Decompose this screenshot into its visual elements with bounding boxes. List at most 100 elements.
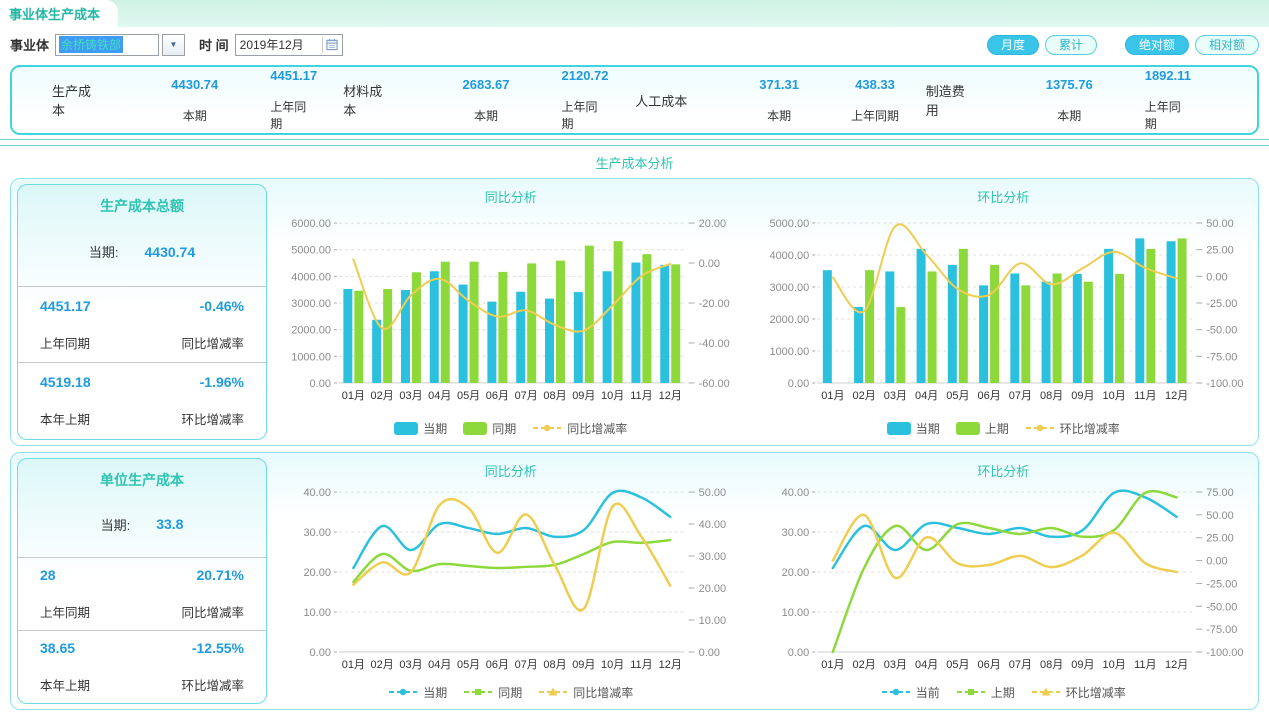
svg-text:-75.00: -75.00: [1206, 624, 1237, 636]
svg-text:30.00: 30.00: [781, 527, 809, 539]
legend-item[interactable]: 当前: [881, 684, 940, 701]
cumulative-button[interactable]: 累计: [1044, 34, 1097, 55]
total-cost-yoy-section: 同比分析 6000.00 5000.00 4000.00 3000.00 2000.00…: [277, 184, 745, 440]
business-unit-dropdown-button[interactable]: ▼: [162, 33, 186, 56]
svg-text:07月: 07月: [515, 659, 538, 671]
svg-text:10月: 10月: [601, 390, 624, 402]
svg-text:50.00: 50.00: [1206, 218, 1234, 230]
legend-item[interactable]: 上期: [955, 420, 1009, 437]
svg-text:06月: 06月: [977, 659, 1000, 671]
svg-text:-25.00: -25.00: [1206, 578, 1237, 590]
svg-text:0.00: 0.00: [1206, 271, 1227, 283]
svg-text:10.00: 10.00: [699, 615, 727, 627]
svg-text:05月: 05月: [457, 659, 480, 671]
summary-group-material-cost: 材料成本 2683.67 本期 2120.72 上年同期: [343, 68, 634, 132]
svg-text:0.00: 0.00: [699, 258, 720, 270]
chart-title: 环比分析: [977, 464, 1030, 479]
svg-text:09月: 09月: [572, 659, 595, 671]
chart-title: 同比分析: [484, 190, 537, 205]
svg-text:09月: 09月: [1071, 659, 1094, 671]
legend-swatch: [464, 689, 493, 695]
legend-swatch: [539, 687, 568, 696]
svg-text:10月: 10月: [1102, 390, 1125, 402]
svg-text:01月: 01月: [342, 390, 365, 402]
mom-row: 38.65 -12.55% 本年上期 环比增减率: [18, 631, 266, 703]
legend-item[interactable]: 环比增减率: [1031, 684, 1126, 701]
svg-text:08月: 08月: [1040, 390, 1063, 402]
svg-text:05月: 05月: [946, 659, 969, 671]
chart-legend: 当前 上期 环比增减率: [755, 680, 1252, 704]
legend-item[interactable]: 环比增减率: [1025, 420, 1120, 437]
summary-group-labor-cost: 人工成本 371.31 本期 438.33 上年同期: [635, 77, 926, 124]
legend-swatch: [533, 424, 562, 432]
svg-text:03月: 03月: [883, 390, 906, 402]
svg-text:09月: 09月: [1071, 390, 1094, 402]
legend-label: 同期: [498, 685, 523, 700]
unit-cost-panel: 单位生产成本 当期: 33.8 28 20.71% 上年同期 同比增减率 38.…: [10, 452, 1259, 710]
svg-text:-20.00: -20.00: [699, 298, 730, 310]
yoy-row: 28 20.71% 上年同期 同比增减率: [18, 558, 266, 631]
group-label: 生产成本: [52, 84, 92, 118]
svg-text:4000.00: 4000.00: [769, 250, 809, 262]
svg-text:3000.00: 3000.00: [291, 298, 331, 310]
business-unit-value: 余桥铸铁部: [59, 36, 124, 53]
legend-label: 同期: [492, 421, 517, 436]
total-cost-panel: 生产成本总额 当期: 4430.74 4451.17 -0.46% 上年同期 同…: [10, 178, 1259, 446]
svg-text:12月: 12月: [1165, 659, 1188, 671]
legend-label: 当期: [423, 421, 448, 436]
svg-text:02月: 02月: [852, 390, 875, 402]
time-input[interactable]: 2019年12月: [234, 33, 343, 56]
monthly-button[interactable]: 月度: [986, 34, 1039, 55]
svg-text:11月: 11月: [630, 659, 652, 671]
svg-text:50.00: 50.00: [1206, 510, 1234, 522]
current-period-value: 4430.74: [144, 243, 196, 260]
legend-item[interactable]: 同期: [463, 684, 522, 701]
svg-text:20.00: 20.00: [781, 567, 809, 579]
total-cost-mom-chart: 5000.00 4000.00 3000.00 2000.00 1000.00 0.00 5…: [769, 218, 1243, 402]
business-unit-select[interactable]: 余桥铸铁部: [55, 33, 160, 56]
svg-text:-50.00: -50.00: [1206, 601, 1237, 613]
legend-swatch: [1031, 687, 1060, 696]
unit-cost-yoy-chart: 40.00 30.00 20.00 10.00 0.00 50.00 40.00 30.00 2…: [303, 487, 727, 671]
legend-swatch: [956, 689, 985, 695]
legend-item[interactable]: 上期: [956, 684, 1015, 701]
legend-item[interactable]: 当期: [886, 420, 940, 437]
calendar-icon[interactable]: [321, 36, 338, 53]
svg-text:01月: 01月: [821, 659, 844, 671]
svg-text:1000.00: 1000.00: [291, 351, 331, 363]
svg-text:0.00: 0.00: [787, 647, 808, 659]
svg-text:08月: 08月: [1040, 659, 1063, 671]
time-label: 时 间: [199, 38, 229, 53]
svg-text:12月: 12月: [659, 390, 682, 402]
svg-text:11月: 11月: [630, 390, 652, 402]
svg-text:06月: 06月: [486, 390, 509, 402]
prev-period-label: 本年上期: [40, 413, 91, 428]
prev-value: 2120.72: [561, 68, 609, 83]
svg-text:04月: 04月: [428, 390, 451, 402]
svg-text:01月: 01月: [821, 390, 844, 402]
legend-item[interactable]: 同期: [463, 420, 516, 437]
current-value: 371.31: [759, 76, 799, 92]
legend-item[interactable]: 当期: [388, 684, 447, 701]
yoy-rate: -0.46%: [199, 297, 244, 314]
svg-text:-60.00: -60.00: [699, 378, 730, 390]
prev-period-value: 4519.18: [40, 374, 91, 391]
svg-text:10.00: 10.00: [303, 607, 331, 619]
svg-text:04月: 04月: [915, 390, 938, 402]
absolute-amount-button[interactable]: 绝对额: [1124, 34, 1189, 55]
page-title: 事业体生产成本: [9, 7, 101, 22]
relative-amount-button[interactable]: 相对额: [1194, 34, 1259, 55]
legend-label: 同比增减率: [567, 421, 628, 436]
page-tab[interactable]: 事业体生产成本: [0, 0, 118, 27]
group-label: 人工成本: [635, 93, 688, 109]
svg-text:0.00: 0.00: [1206, 556, 1227, 568]
svg-text:4000.00: 4000.00: [291, 271, 331, 283]
legend-item[interactable]: 当期: [394, 420, 447, 437]
legend-item[interactable]: 同比增减率: [532, 420, 627, 437]
svg-text:0.00: 0.00: [787, 378, 808, 390]
svg-text:-100.00: -100.00: [1206, 378, 1243, 390]
group-label: 制造费用: [925, 84, 965, 118]
prev-year-label: 上年同期: [40, 336, 91, 351]
summary-group-manufacturing-expense: 制造费用 1375.76 本期 1892.11 上年同期: [926, 68, 1217, 132]
legend-item[interactable]: 同比增减率: [538, 684, 633, 701]
